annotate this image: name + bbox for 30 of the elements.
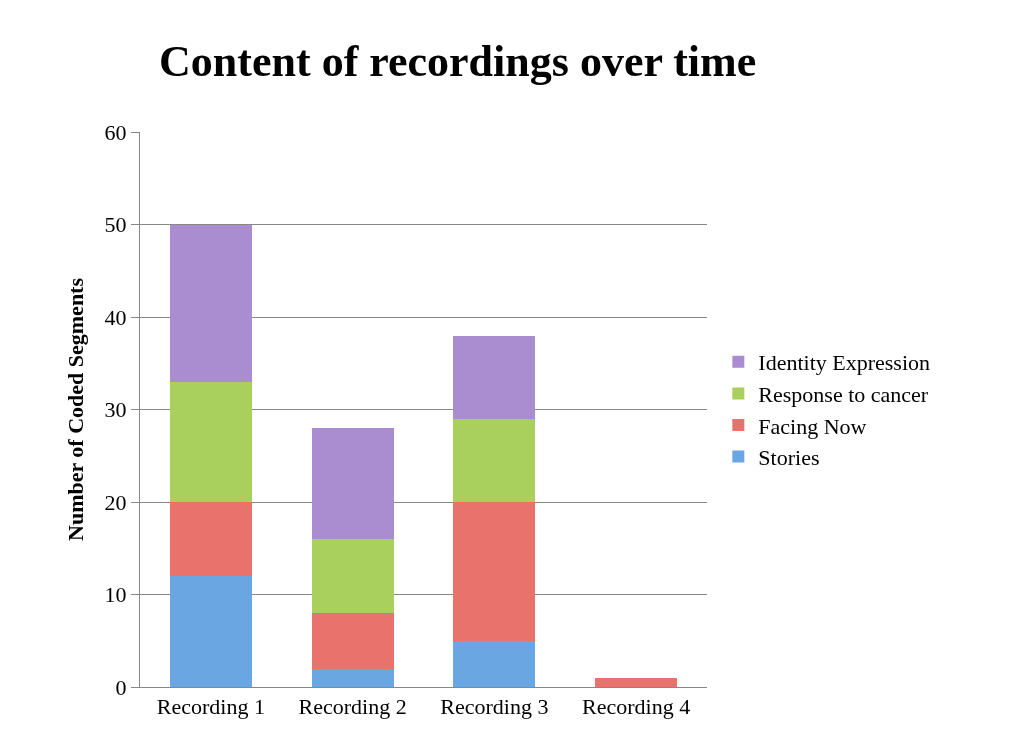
x-tick-label: Recording 3 bbox=[440, 694, 549, 720]
x-tick-label: Recording 1 bbox=[156, 694, 265, 720]
bar bbox=[311, 613, 394, 669]
y-axis-title: Number of Coded Segments bbox=[63, 277, 89, 541]
bar bbox=[311, 539, 394, 613]
y-tick-label: 40 bbox=[104, 304, 127, 330]
bar bbox=[453, 640, 536, 687]
x-tick-label: Recording 4 bbox=[582, 694, 691, 720]
y-tick-label: 20 bbox=[104, 489, 127, 515]
bar bbox=[169, 224, 252, 382]
y-tick-label: 0 bbox=[115, 674, 127, 700]
bar bbox=[595, 677, 678, 687]
y-tick-label: 50 bbox=[104, 212, 127, 238]
bar bbox=[311, 668, 394, 687]
bar bbox=[169, 381, 252, 502]
bar bbox=[169, 502, 252, 576]
bar bbox=[311, 428, 394, 539]
legend-label: Identity Expression bbox=[758, 350, 931, 376]
y-tick-label: 60 bbox=[104, 119, 127, 145]
legend-label: Facing Now bbox=[758, 413, 867, 439]
bar bbox=[453, 335, 536, 419]
y-tick-label: 10 bbox=[104, 582, 127, 608]
bar bbox=[169, 576, 252, 687]
bar bbox=[453, 418, 536, 502]
y-tick-label: 30 bbox=[104, 397, 127, 423]
chart-title: Content of recordings over time bbox=[159, 36, 757, 86]
x-tick-label: Recording 2 bbox=[298, 694, 407, 720]
bar bbox=[453, 502, 536, 641]
legend-label: Response to cancer bbox=[758, 381, 929, 407]
legend-label: Stories bbox=[758, 445, 820, 471]
